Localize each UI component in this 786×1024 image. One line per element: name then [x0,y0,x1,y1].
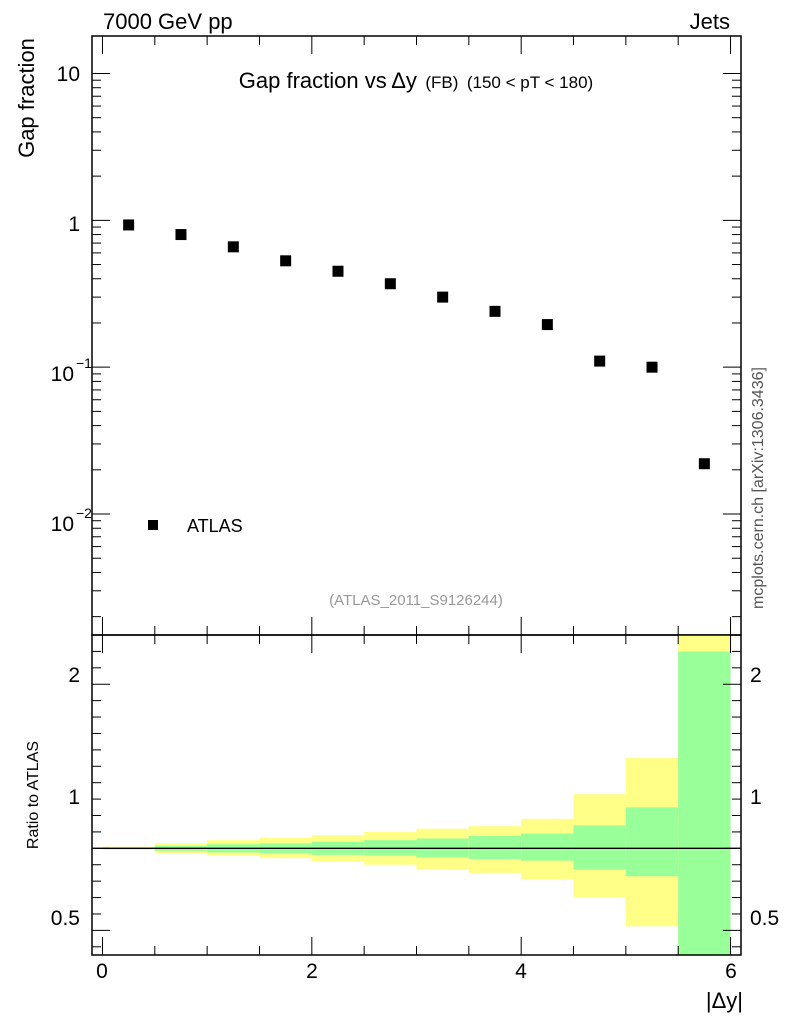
legend-label: ATLAS [187,516,243,536]
ratio-tick-right-0.5: 0.5 [750,907,779,930]
ratio-tick-left-0.5: 0.5 [51,907,80,930]
chart-title: Gap fraction vs Δy (FB) (150 < pT < 180) [239,68,593,93]
bottom-ticks [92,634,741,955]
data-point-atlas [646,361,658,373]
ratio-tick-right-1: 1 [750,786,762,809]
header-left: 7000 GeV pp [103,9,233,34]
legend: ATLAS [148,516,243,536]
side-label: mcplots.cern.ch [arXiv:1306.3436] [750,367,767,609]
x-tick-label-6: 6 [725,960,737,983]
data-point-atlas [437,291,449,303]
x-axis-label: |Δy| [706,988,743,1013]
x-tick-label-0: 0 [96,960,108,983]
header-right: Jets [690,9,730,34]
data-point-atlas [594,355,606,367]
y-tick-label-10: 10 [57,63,80,86]
legend-marker [148,520,158,530]
data-point-atlas [123,219,135,231]
y-tick-label-0.01: 10 [51,513,74,536]
band-green [678,651,731,955]
chart-title-main: Gap fraction vs [239,68,387,93]
data-point-atlas [175,229,187,241]
bottom-panel: Ratio to ATLAS 2 1 0.5 2 1 0.5 0 2 4 6 |… [25,634,779,1013]
ratio-axis-label: Ratio to ATLAS [25,741,42,849]
x-tick-label-4: 4 [515,960,527,983]
uncertainty-bands [102,635,731,955]
chart-title-tag: (FB) [425,73,458,92]
data-point-atlas [384,278,396,290]
band-green [521,833,574,861]
y-tick-label-0.01-exp: −2 [76,505,92,521]
band-green [573,825,626,870]
ratio-tick-left-2: 2 [68,664,80,687]
data-point-atlas [332,265,344,277]
bottom-frame [91,634,742,956]
data-points [123,219,710,470]
band-green [625,807,679,877]
band-green [468,836,522,859]
y-tick-label-0.1: 10 [51,363,74,386]
y-tick-label-0.1-exp: −1 [76,355,92,371]
top-panel: Gap fraction Gap fraction vs Δy (FB) (15… [14,35,742,636]
y-tick-label-1: 1 [68,213,80,236]
y-axis-label: Gap fraction [14,38,39,158]
x-tick-label-2: 2 [306,960,318,983]
ratio-tick-left-1: 1 [68,786,80,809]
data-point-atlas [489,305,501,317]
data-point-atlas [227,241,239,253]
top-minor-ticks [92,36,741,635]
y-tick-label-0.1-base: 10 [51,363,74,386]
chart-title-range: (150 < pT < 180) [467,73,593,92]
data-point-atlas [541,319,553,331]
watermark: (ATLAS_2011_S9126244) [329,592,503,609]
data-point-atlas [280,255,292,267]
chart-title-delta: Δy [391,68,417,93]
y-tick-label-0.01-base: 10 [51,513,74,536]
ratio-tick-right-2: 2 [750,664,762,687]
data-point-atlas [698,458,710,470]
top-frame [91,35,742,636]
